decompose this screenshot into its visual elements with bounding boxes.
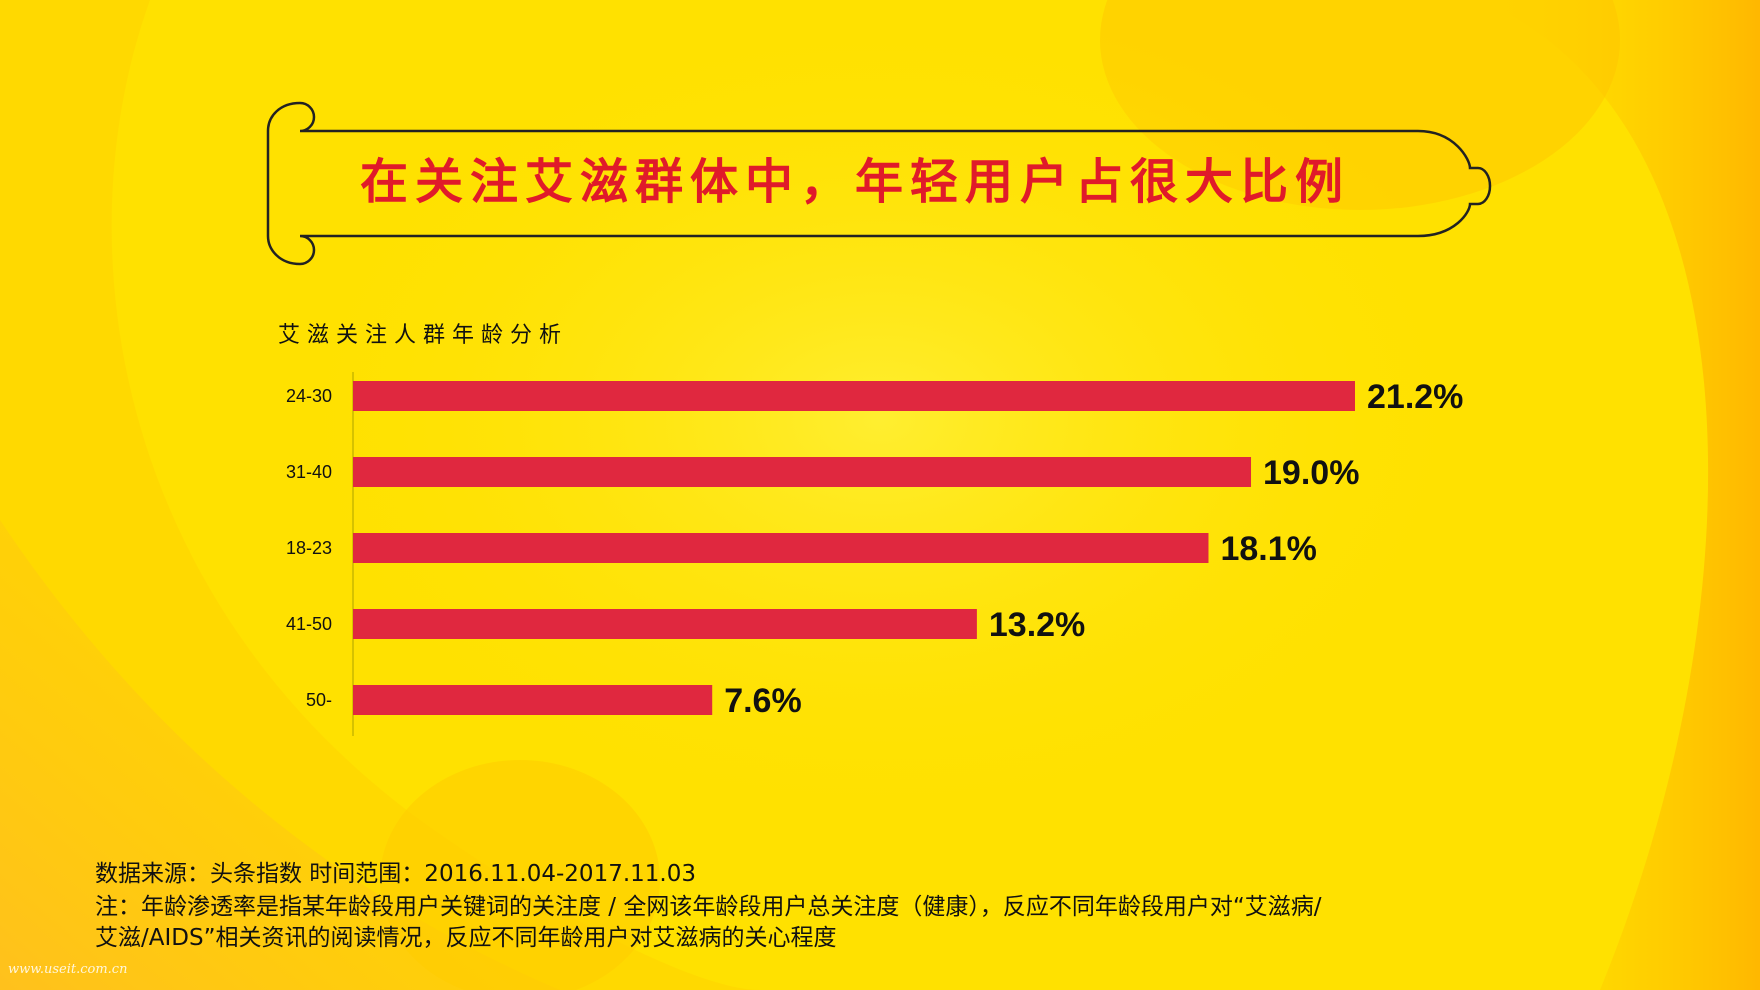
bar (353, 533, 1209, 563)
bar-value-label: 21.2% (1367, 378, 1463, 416)
bar-chart: 24-30 21.2% 31-40 19.0% 18-23 18.1% 41-50 13.2%… (286, 372, 1463, 736)
title-outline-shape (266, 101, 1492, 266)
bar-value-label: 18.1% (1220, 530, 1316, 568)
bar (353, 685, 713, 715)
footer-data-source: 数据来源：头条指数 时间范围：2016.11.04-2017.11.03 (95, 861, 696, 887)
footer-note-line-2: 艾滋/AIDS”相关资讯的阅读情况，反应不同年龄用户对艾滋病的关心程度 (95, 925, 837, 951)
bar (353, 381, 1355, 411)
bar (353, 457, 1252, 487)
y-tick-label: 50- (306, 690, 332, 710)
bar-value-label: 7.6% (724, 682, 802, 720)
watermark: www.useit.com.cn (8, 962, 128, 977)
footer-note-line-1: 注：年龄渗透率是指某年龄段用户关键词的关注度 / 全网该年龄段用户总关注度（健康… (95, 894, 1322, 920)
y-tick-label: 18-23 (286, 538, 332, 558)
page-title: 在关注艾滋群体中，年轻用户占很大比例 (359, 154, 1350, 210)
bar-value-label: 19.0% (1263, 454, 1359, 492)
chart-subtitle: 艾滋关注人群年龄分析 (278, 323, 569, 348)
bar (353, 609, 977, 639)
y-tick-label: 31-40 (286, 462, 332, 482)
y-tick-label: 41-50 (286, 614, 332, 634)
y-tick-label: 24-30 (286, 386, 332, 406)
bar-value-label: 13.2% (989, 606, 1085, 644)
